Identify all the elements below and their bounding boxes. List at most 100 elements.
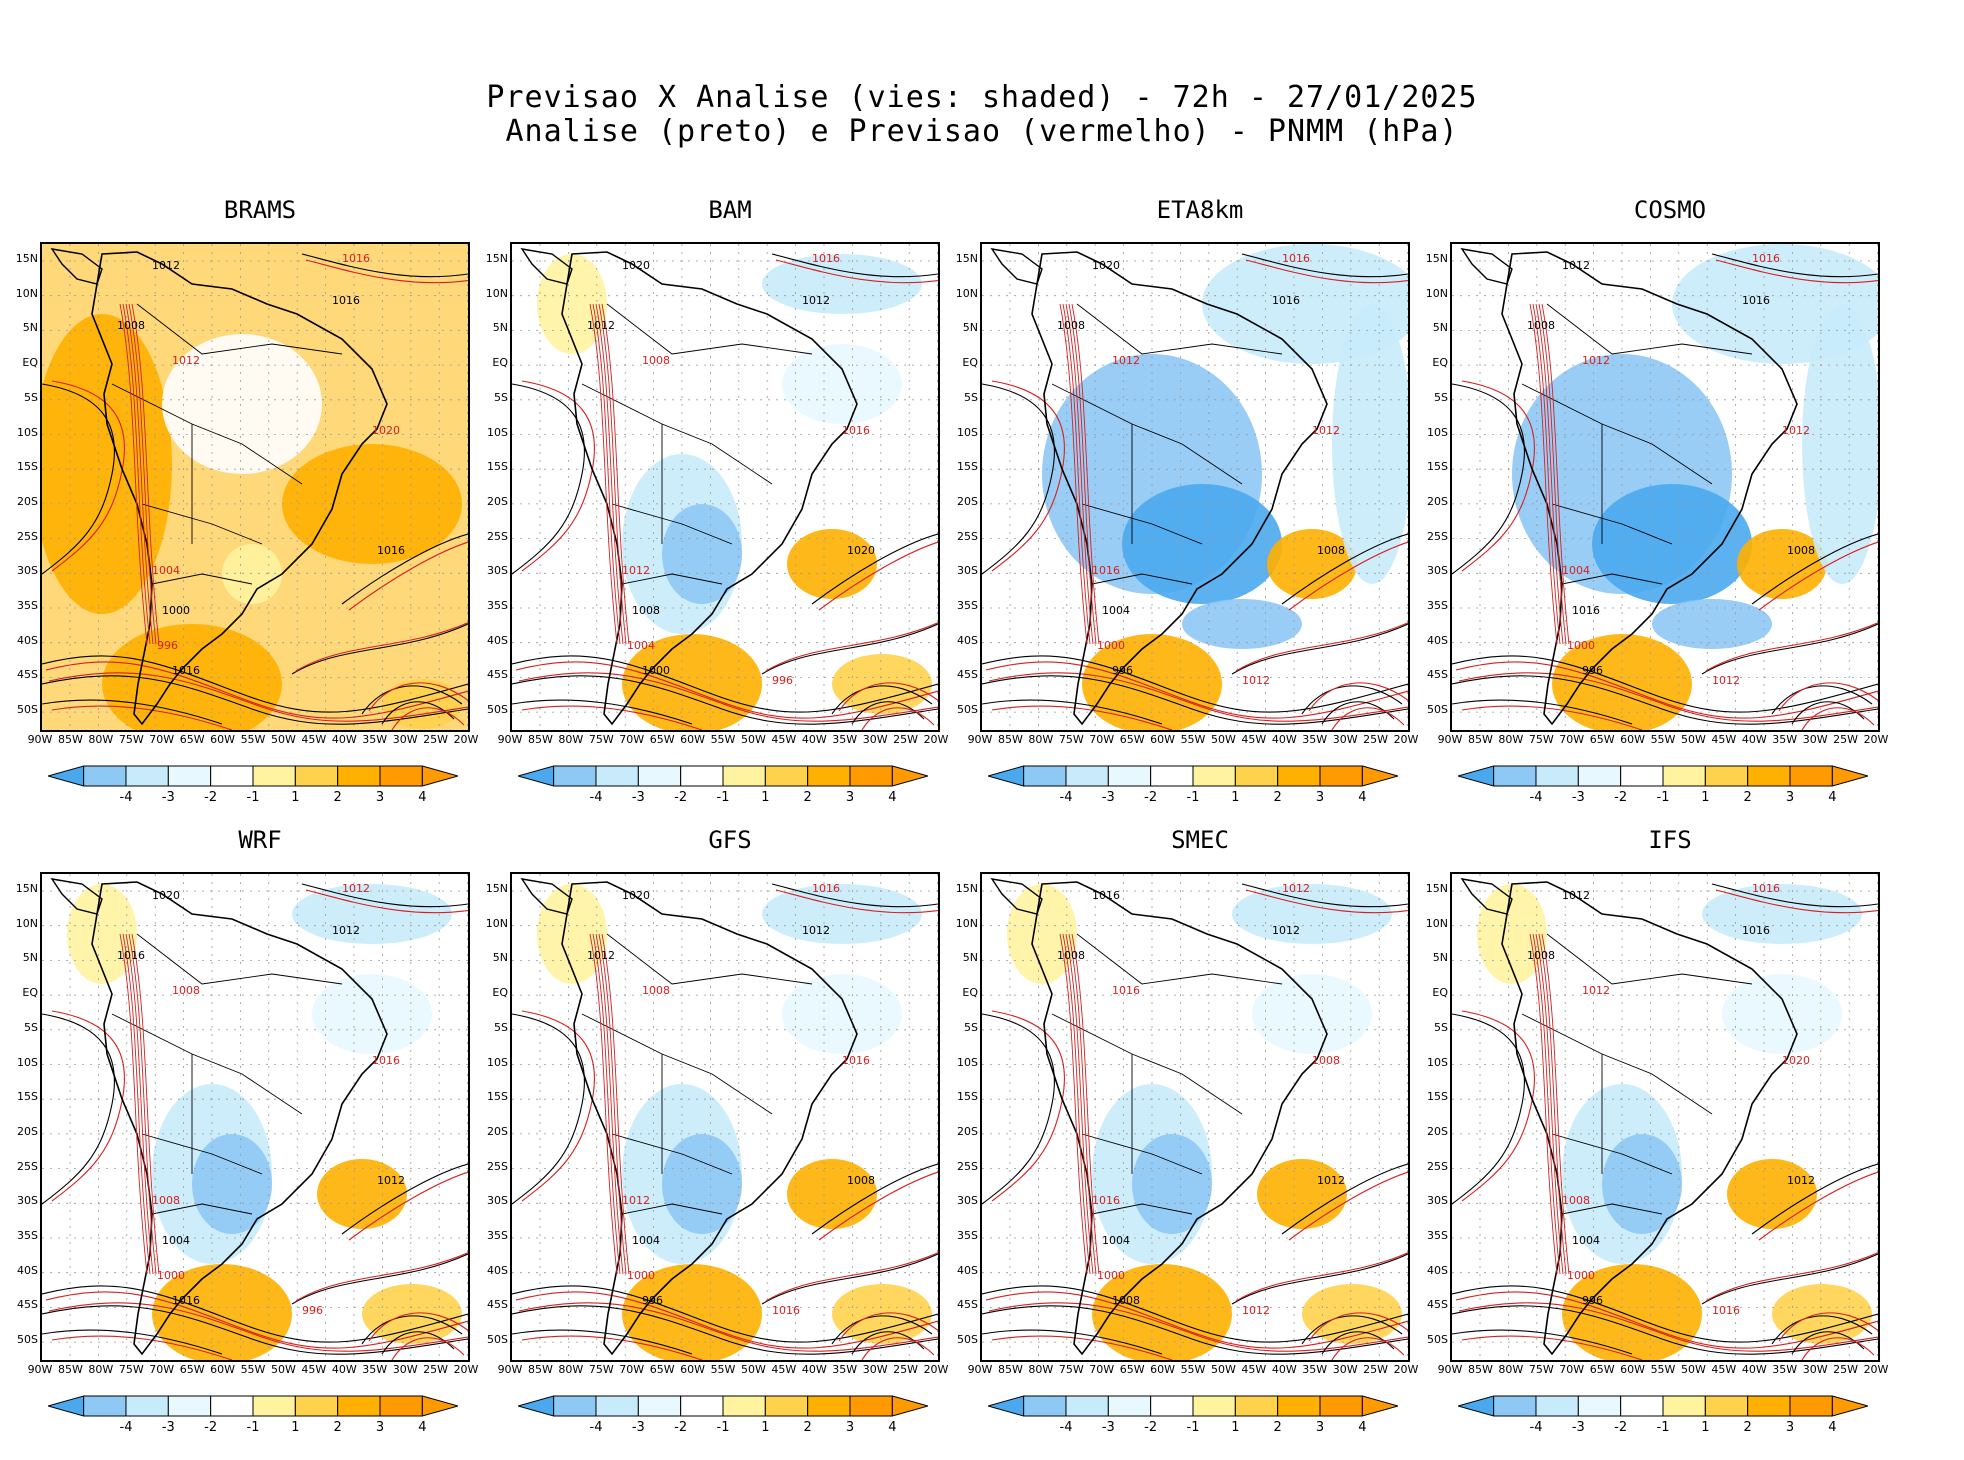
isobar-analysis [512, 655, 938, 713]
isobar-analysis [512, 383, 585, 575]
bias-shade-area [537, 254, 607, 354]
colorbar-arrow-right [421, 1395, 458, 1417]
lon-tick-label: 75W [118, 733, 144, 746]
bias-shade-area [1802, 304, 1878, 584]
contour-label: 1000 [627, 1269, 655, 1282]
lon-tick-label: 65W [1589, 733, 1615, 746]
lat-tick-label: 30S [17, 1194, 38, 1208]
isobar-analysis [771, 253, 938, 278]
lon-tick-label: 40W [1271, 733, 1297, 746]
contour-label: 1012 [1562, 889, 1590, 902]
contour-label: 1012 [802, 294, 830, 307]
lon-tick-label: 75W [118, 1363, 144, 1376]
colorbar-label: -1 [246, 790, 260, 805]
lat-tick-label: 15N [1425, 882, 1448, 895]
country-border [1521, 1013, 1713, 1115]
lon-tick-label: 30W [862, 733, 888, 746]
bias-shade-area [537, 884, 607, 984]
contour-label: 1012 [587, 949, 615, 962]
lon-tick-label: 25W [423, 1363, 448, 1376]
lat-tick-label: 45S [17, 1298, 38, 1312]
contour-label: 1012 [172, 354, 200, 367]
colorbar-arrow-left [988, 1395, 1025, 1417]
colorbar-label: 4 [1828, 1420, 1837, 1435]
panel-title: BRAMS [223, 196, 297, 224]
lon-tick-label: 40W [801, 1363, 827, 1376]
bias-shade-area [1232, 884, 1392, 944]
isobar-forecast [368, 682, 468, 712]
colorbar-label: -4 [119, 1420, 133, 1435]
lat-tick-label: 15N [485, 882, 508, 895]
colorbar-label: -1 [246, 1420, 260, 1435]
lon-tick-label: 90W [967, 733, 993, 746]
lon-tick-label: 90W [1437, 733, 1463, 746]
andes-contour [589, 303, 618, 645]
andes-contour [119, 933, 148, 1275]
colorbar-arrow-right [891, 765, 928, 787]
colorbar-segment [1319, 765, 1363, 787]
lon-tick-label: 40W [331, 1363, 357, 1376]
lat-tick-label: 15S [957, 460, 978, 474]
contour-label: 996 [302, 1304, 323, 1317]
lat-tick-label: 40S [1427, 1263, 1448, 1277]
lat-tick-label: 10S [957, 1055, 978, 1069]
lat-tick-label: 30S [487, 1194, 508, 1208]
isobar-forecast [1458, 672, 1878, 722]
lat-tick-label: 25S [487, 1159, 508, 1173]
map-svg: 1020 1012 1016 1008 1012 1016 1012 1008 1004 1000… [42, 874, 468, 1360]
isobar-analysis [982, 1329, 1163, 1355]
lon-tick-label: 50W [740, 733, 766, 746]
lon-tick-label: 25W [1363, 733, 1388, 746]
lon-tick-label: 65W [179, 1363, 205, 1376]
lon-tick-label: 80W [1498, 1363, 1524, 1376]
isobar-analysis [291, 1253, 468, 1305]
colorbar-label: 3 [1315, 1420, 1325, 1435]
colorbar-label: -2 [204, 1420, 218, 1435]
contour-label: 1008 [1312, 1054, 1340, 1067]
map-svg: 1016 1012 1008 1016 1012 1008 1012 1016 1004 1000… [982, 874, 1408, 1360]
andes-contour [595, 303, 624, 645]
isobar-analysis [42, 383, 115, 575]
colorbar-label: 2 [803, 1420, 812, 1435]
andes-contour [601, 933, 630, 1275]
lon-tick-label: 90W [497, 1363, 523, 1376]
isobar-analysis [1452, 1285, 1878, 1343]
lat-tick-label: 5S [24, 1020, 38, 1034]
andes-contour [1065, 933, 1094, 1275]
bias-shade-area [1477, 884, 1547, 984]
isobar-analysis [1301, 1315, 1403, 1345]
lat-tick-label: 35S [1427, 599, 1448, 612]
country-border [581, 383, 773, 485]
bias-shade-area [317, 1159, 407, 1229]
lat-tick-label: 15S [487, 1090, 508, 1104]
lat-tick-label: 30S [1427, 1194, 1448, 1208]
isobar-forecast [1458, 1302, 1878, 1352]
panel-cosmo: COSMO 1012 1016 1008 1012 1016 1012 1008 1004 101… [1410, 190, 1930, 830]
colorbar-label: -1 [716, 790, 730, 805]
contour-label: 1012 [1282, 882, 1310, 895]
andes-contour [1529, 303, 1558, 645]
colorbar-label: 4 [418, 790, 427, 805]
colorbar-label: -4 [589, 1420, 603, 1435]
contour-label: 1016 [117, 949, 145, 962]
bias-shade-area [787, 529, 877, 599]
lon-tick-label: 20W [1863, 733, 1889, 746]
colorbar-segment [1747, 765, 1791, 787]
contour-label: 1020 [622, 889, 650, 902]
lon-tick-label: 55W [710, 733, 736, 746]
lat-tick-label: EQ [22, 356, 38, 370]
colorbar-arrow-right [891, 1395, 928, 1417]
lat-tick-label: 10N [485, 286, 508, 300]
bias-shade-area [1652, 599, 1772, 649]
andes-contour [1532, 303, 1561, 645]
andes-contour [1065, 303, 1094, 645]
colorbar-label: 1 [291, 1420, 300, 1435]
lat-tick-label: 10N [15, 916, 38, 930]
colorbar-segment [210, 765, 254, 787]
bias-shade-area [1302, 1284, 1402, 1344]
bias-shade-area [222, 544, 282, 604]
colorbar-label: -2 [1614, 1420, 1628, 1435]
lat-tick-label: 45S [957, 668, 978, 682]
colorbar-label: 3 [1315, 790, 1325, 805]
lon-tick-label: 75W [1528, 1363, 1554, 1376]
